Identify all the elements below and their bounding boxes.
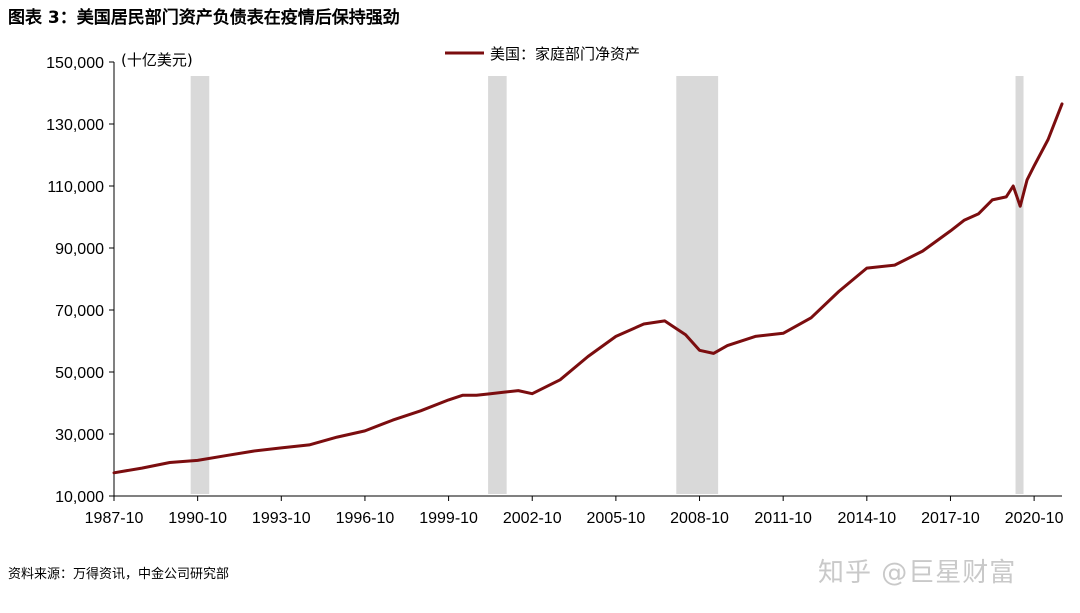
recession-band-3 — [1015, 76, 1024, 494]
line-chart: 10,000 30,000 50,000 70,000 90,000 110,000 130… — [46, 45, 1064, 527]
x-tick-label: 1993-10 — [252, 510, 311, 527]
x-tick-label: 2017-10 — [921, 510, 980, 527]
legend-label: 美国：家庭部门净资产 — [490, 45, 640, 63]
watermark: 知乎 @巨星财富 — [818, 558, 1017, 588]
series-lines — [112, 102, 1064, 475]
x-tick-label: 2020-10 — [1005, 510, 1064, 527]
y-tick-label: 50,000 — [55, 365, 104, 382]
x-tick-label: 2002-10 — [503, 510, 562, 527]
x-tick-label: 1990-10 — [168, 510, 227, 527]
x-tick-label: 1996-10 — [336, 510, 395, 527]
y-tick-label: 10,000 — [55, 489, 104, 506]
source-note: 资料来源：万得资讯，中金公司研究部 — [8, 567, 230, 582]
recession-band-2 — [676, 76, 719, 494]
recession-band-0 — [190, 76, 210, 494]
legend: 美国：家庭部门净资产 — [445, 45, 640, 63]
x-tick-label: 2008-10 — [670, 510, 729, 527]
y-tick-label: 90,000 — [55, 241, 104, 258]
x-tick-label: 1999-10 — [419, 510, 478, 527]
y-tick-labels: 10,000 30,000 50,000 70,000 90,000 110,000 130… — [46, 55, 104, 506]
x-tick-label: 2005-10 — [587, 510, 646, 527]
x-tick-label: 1987-10 — [85, 510, 144, 527]
x-tick-label: 2011-10 — [754, 510, 812, 527]
x-tick-label: 2014-10 — [837, 510, 896, 527]
y-tick-label: 30,000 — [55, 427, 104, 444]
y-tick-label: 70,000 — [55, 303, 104, 320]
recession-shading-group — [190, 76, 1024, 494]
x-tick-labels: 1987-10 1990-10 1993-10 1996-10 1999-10 2002-… — [85, 510, 1064, 527]
y-tick-label: 110,000 — [47, 179, 104, 196]
recession-band-1 — [488, 76, 507, 494]
y-tick-label: 150,000 — [46, 55, 104, 72]
series-line-0 — [112, 102, 1064, 475]
y-axis-unit-label: (十亿美元) — [121, 51, 193, 69]
y-tick-label: 130,000 — [46, 117, 104, 134]
chart-axes — [109, 61, 1062, 501]
page-title: 图表 3：美国居民部门资产负债表在疫情后保持强劲 — [8, 8, 400, 28]
